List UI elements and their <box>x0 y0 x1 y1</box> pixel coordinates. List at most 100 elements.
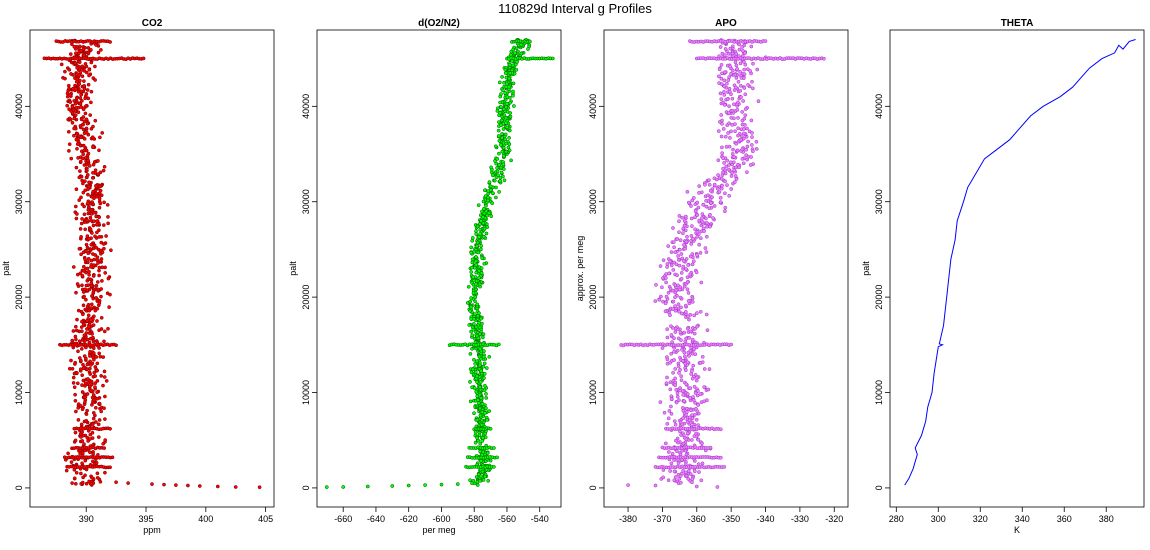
data-point <box>496 173 500 178</box>
data-point <box>504 81 509 86</box>
data-point <box>89 363 93 367</box>
data-point <box>90 135 95 140</box>
data-point <box>672 469 677 474</box>
data-point <box>87 180 91 185</box>
data-point <box>684 437 689 442</box>
y-tick-label: 30000 <box>588 189 598 214</box>
data-point <box>679 277 684 281</box>
data-point <box>98 135 102 140</box>
data-point <box>95 475 100 480</box>
data-point <box>689 234 694 238</box>
data-point <box>95 368 100 373</box>
data-point <box>685 431 690 436</box>
data-point <box>660 285 664 290</box>
data-point <box>81 290 86 294</box>
data-point <box>75 282 80 286</box>
data-point <box>470 265 474 270</box>
data-point <box>675 394 680 399</box>
data-point <box>215 484 220 489</box>
data-point <box>469 305 473 309</box>
data-point <box>83 394 88 399</box>
data-point <box>423 483 427 487</box>
data-point <box>489 165 493 170</box>
data-point <box>694 484 699 489</box>
data-point <box>492 446 496 450</box>
data-point <box>86 260 90 265</box>
data-point <box>480 418 484 423</box>
data-point <box>74 409 78 414</box>
data-point <box>665 262 670 266</box>
data-point <box>85 88 90 92</box>
data-point <box>513 51 517 55</box>
data-point <box>695 253 699 257</box>
data-point <box>727 193 732 198</box>
data-point <box>494 185 498 190</box>
data-point <box>749 44 754 49</box>
data-point <box>470 385 474 390</box>
data-point <box>87 164 92 168</box>
data-point <box>664 381 669 386</box>
data-point <box>696 437 701 442</box>
data-point <box>736 126 741 131</box>
data-point <box>663 309 668 314</box>
data-point <box>720 151 725 156</box>
data-point <box>93 78 97 82</box>
data-point <box>507 84 511 89</box>
data-point <box>69 358 73 363</box>
data-point <box>73 101 78 106</box>
data-point <box>108 292 112 297</box>
data-point <box>482 388 487 393</box>
data-point <box>470 236 475 240</box>
data-point <box>705 328 710 333</box>
data-point <box>82 163 87 167</box>
data-point <box>86 377 90 381</box>
data-point <box>79 347 84 351</box>
data-point <box>658 264 663 268</box>
data-point <box>664 280 668 285</box>
data-point <box>74 165 79 170</box>
data-point <box>473 370 478 374</box>
data-point <box>98 188 103 193</box>
x-tick-label: -330 <box>791 514 809 524</box>
data-point <box>675 348 680 353</box>
data-point <box>479 271 484 275</box>
data-point <box>670 326 675 330</box>
data-point <box>519 51 524 56</box>
data-point <box>496 342 501 347</box>
data-point <box>77 198 82 202</box>
data-point <box>697 242 702 247</box>
data-point <box>690 296 695 301</box>
data-point <box>476 398 480 402</box>
data-point <box>478 387 483 392</box>
data-point <box>89 388 94 393</box>
y-tick-label: 0 <box>301 485 311 490</box>
data-point <box>668 469 673 473</box>
data-point <box>84 270 88 275</box>
data-point <box>730 108 735 113</box>
data-point <box>103 438 108 442</box>
data-point <box>80 480 85 485</box>
y-tick-label: 40000 <box>874 94 884 119</box>
data-point <box>734 177 739 181</box>
data-point <box>93 168 98 173</box>
data-point <box>736 100 740 105</box>
data-point <box>680 422 685 427</box>
data-point <box>94 283 99 288</box>
data-point <box>473 361 478 366</box>
data-point <box>486 195 490 200</box>
data-point <box>707 206 712 211</box>
data-point <box>686 299 691 303</box>
data-point <box>469 270 474 274</box>
series-points <box>324 37 555 489</box>
data-point <box>77 60 82 65</box>
data-point <box>79 174 84 179</box>
data-point <box>76 110 81 115</box>
data-point <box>104 234 108 238</box>
x-tick-label: 300 <box>931 514 946 524</box>
data-point <box>725 97 730 101</box>
data-point <box>504 121 509 125</box>
data-point <box>466 284 471 289</box>
data-point <box>673 295 677 300</box>
data-point <box>696 423 700 428</box>
data-point <box>479 266 484 270</box>
